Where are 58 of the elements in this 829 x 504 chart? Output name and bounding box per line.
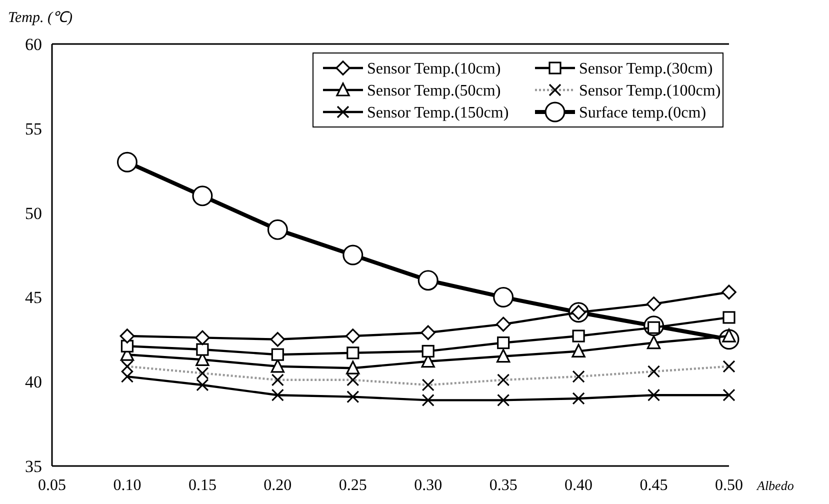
point [116, 152, 138, 172]
point [422, 344, 434, 358]
point [422, 394, 434, 406]
point [270, 359, 285, 373]
x-tick-label: 0.20 [264, 477, 292, 494]
point [646, 335, 661, 350]
point [346, 346, 360, 360]
point [497, 394, 510, 406]
point [497, 336, 510, 350]
x-tick-label: 0.30 [414, 477, 442, 494]
y-tick-label: 50 [25, 204, 42, 223]
x-tick-label: 0.35 [489, 477, 518, 494]
point [418, 270, 438, 291]
point [195, 330, 210, 346]
x-tick-label: 0.15 [188, 477, 216, 494]
point [572, 344, 586, 358]
point [346, 390, 360, 404]
point [572, 392, 585, 405]
point [722, 311, 736, 324]
point [722, 388, 736, 402]
point [120, 328, 135, 344]
point [572, 330, 585, 342]
x-tick-label: 0.05 [38, 477, 66, 494]
x-tick-label: 0.45 [640, 477, 668, 494]
x-tick-label: 0.50 [715, 477, 743, 494]
point [271, 348, 284, 361]
point [270, 332, 286, 347]
point [493, 286, 514, 308]
x-axis-title: Albedo [756, 478, 794, 493]
point [496, 348, 510, 363]
legend-label: Surface temp.(0cm) [579, 104, 706, 122]
point [722, 284, 736, 300]
legend-label: Sensor Temp.(50cm) [367, 82, 501, 100]
y-tick-label: 55 [25, 119, 42, 138]
point [647, 388, 660, 402]
legend-label: Sensor Temp.(30cm) [579, 60, 713, 78]
y-tick-label: 40 [25, 372, 42, 392]
point [496, 316, 511, 332]
x-tick-label: 0.25 [338, 477, 367, 494]
x-tick-label: 0.40 [564, 477, 593, 494]
point [342, 244, 364, 266]
y-tick-label: 45 [25, 288, 42, 308]
point [646, 296, 662, 312]
point [420, 325, 436, 340]
x-tick-label: 0.10 [113, 477, 142, 494]
point [271, 388, 284, 402]
point [345, 328, 360, 344]
legend-label: Sensor Temp.(150cm) [367, 104, 509, 122]
legend-label: Sensor Temp.(10cm) [367, 60, 501, 78]
legend-label: Sensor Temp.(100cm) [579, 82, 721, 100]
point [192, 186, 213, 206]
y-axis-title: Temp. (℃) [8, 10, 72, 26]
point [267, 219, 288, 240]
point [196, 343, 209, 356]
y-tick-label: 35 [25, 456, 42, 476]
point [120, 340, 134, 352]
point [346, 360, 360, 374]
y-tick-label: 60 [25, 34, 42, 54]
